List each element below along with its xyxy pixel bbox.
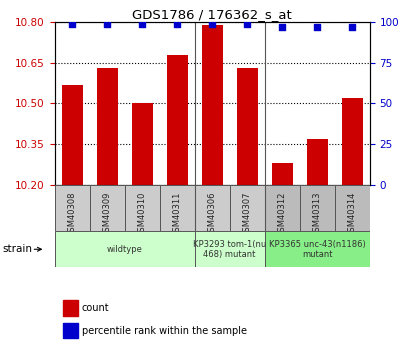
Text: GSM40314: GSM40314 [348,191,357,237]
Bar [272,163,293,185]
Text: GSM40310: GSM40310 [138,191,147,237]
Point [349,24,355,30]
Text: KP3365 unc-43(n1186)
mutant: KP3365 unc-43(n1186) mutant [269,239,365,259]
Text: GSM40306: GSM40306 [207,191,217,237]
Point [209,21,215,27]
Bar [55,185,89,231]
Text: count: count [82,303,110,313]
Bar [299,185,335,231]
Point [314,24,320,30]
Text: KP3293 tom-1(nu
468) mutant: KP3293 tom-1(nu 468) mutant [193,239,266,259]
Bar [131,104,152,185]
Bar [125,185,160,231]
Bar [55,231,194,267]
Bar [335,185,370,231]
Point [139,21,145,27]
Bar [341,98,362,185]
Point [174,21,181,27]
Bar [230,185,265,231]
Bar [89,185,125,231]
Bar [194,185,230,231]
Text: GSM40309: GSM40309 [102,191,112,237]
Title: GDS1786 / 176362_s_at: GDS1786 / 176362_s_at [132,8,292,21]
Text: GSM40311: GSM40311 [173,191,181,237]
Text: GSM40308: GSM40308 [68,191,76,237]
Bar [160,185,194,231]
Bar [265,185,299,231]
Text: GSM40312: GSM40312 [278,191,286,237]
Bar [167,55,188,185]
Point [244,21,250,27]
Text: GSM40307: GSM40307 [243,191,252,237]
Text: strain: strain [2,244,32,254]
Bar [97,68,118,185]
Point [279,24,286,30]
Text: percentile rank within the sample: percentile rank within the sample [82,326,247,335]
Bar [62,85,83,185]
Bar [194,231,265,267]
Text: wildtype: wildtype [107,245,142,254]
Point [69,21,76,27]
Bar [236,68,257,185]
Bar [265,231,370,267]
Point [104,21,110,27]
Bar [202,25,223,185]
Text: GSM40313: GSM40313 [312,191,322,237]
Bar [307,139,328,185]
